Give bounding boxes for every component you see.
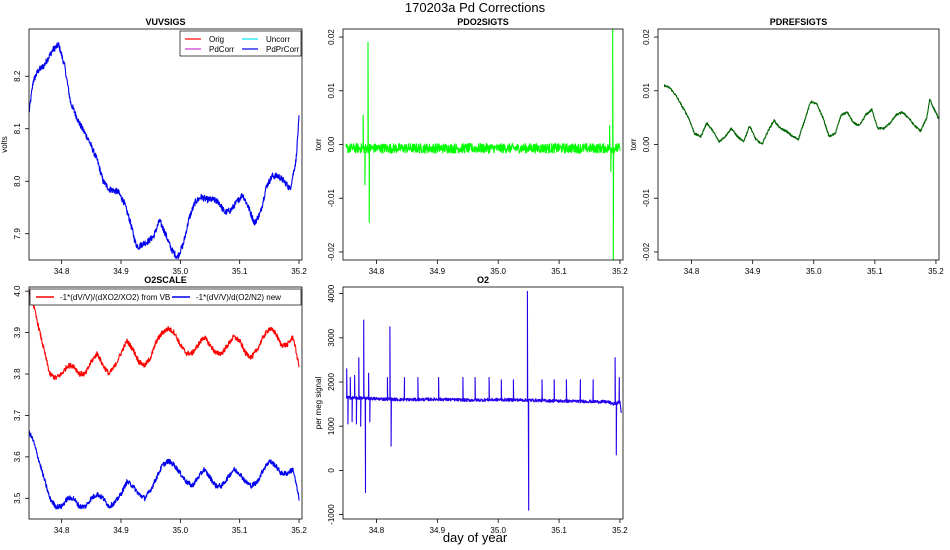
y-tick-label: 0 <box>327 468 336 473</box>
series-line-1 <box>29 42 300 260</box>
legend: -1*(dV/V)/(dXO2/XO2) from VB -1*(dV/V)/d(… <box>29 288 302 306</box>
x-tick-label: 35.0 <box>490 267 506 276</box>
series-line-2 <box>29 429 300 510</box>
x-tick-label: 34.9 <box>113 526 129 535</box>
y-axis-label: per meg signal <box>314 377 323 430</box>
x-tick-label: 35.0 <box>173 267 189 276</box>
x-tick-label: 35.0 <box>806 267 822 276</box>
y-tick-label: 0.01 <box>642 82 651 98</box>
legend-label: Uncorr <box>266 35 290 44</box>
y-tick-label: 0.00 <box>642 136 651 152</box>
legend-label: -1*(dV/V)/d(O2/N2) new <box>196 293 281 302</box>
y-tick-label: 4000 <box>327 284 336 302</box>
x-tick-label: 34.8 <box>54 267 70 276</box>
x-tick-label: 35.1 <box>232 267 248 276</box>
panel-vuvsigs: VUVSIGS volts 34.8 34.9 35.0 35.1 35.2 7.9 8.0 8.… <box>0 17 307 276</box>
x-tick-label: 35.1 <box>551 526 567 535</box>
y-tick-label: 8.0 <box>13 175 22 187</box>
y-tick-label: 3.5 <box>13 492 22 504</box>
y-tick-label: -0.01 <box>642 189 651 208</box>
y-tick-label: 7.9 <box>13 228 22 240</box>
x-tick-label: 35.2 <box>291 267 307 276</box>
x-tick-label: 34.9 <box>430 267 446 276</box>
y-axis-label: torr <box>629 138 638 150</box>
panel-pdo2sigts: PDO2SIGTS torr 34.8 34.9 35.0 35.1 35.2 -0.02 -0… <box>314 17 628 276</box>
y-tick-label: 4.0 <box>13 285 22 297</box>
legend-label: Orig <box>209 35 224 44</box>
y-tick-label: -1000 <box>327 504 336 525</box>
y-tick-label: -0.02 <box>327 242 336 261</box>
y-tick-label: 3.9 <box>13 326 22 338</box>
y-tick-label: 0.01 <box>327 82 336 98</box>
x-tick-label: 35.0 <box>490 526 506 535</box>
chart-title: O2 <box>477 275 489 285</box>
series-group <box>345 290 622 511</box>
legend: Orig Uncorr PdCorr PdPrCorr <box>179 30 302 57</box>
x-tick-label: 35.1 <box>232 526 248 535</box>
x-tick-label: 34.8 <box>369 526 385 535</box>
panel-pdrefsigts: PDREFSIGTS torr 34.8 34.9 35.0 35.1 35.2 -0.02 -… <box>629 17 944 276</box>
series-group <box>29 291 300 510</box>
chart-title: PDREFSIGTS <box>770 17 828 27</box>
chart-title: VUVSIGS <box>145 17 185 27</box>
series-group <box>345 29 621 260</box>
x-tick-label: 34.9 <box>745 267 761 276</box>
x-tick-label: 34.9 <box>113 267 129 276</box>
x-tick-label: 34.8 <box>369 267 385 276</box>
y-tick-label: 3.6 <box>13 451 22 463</box>
legend-label: PdPrCorr <box>266 45 300 54</box>
y-tick-label: 3.8 <box>13 368 22 380</box>
x-tick-label: 35.2 <box>612 526 628 535</box>
chart-title: PDO2SIGTS <box>457 17 509 27</box>
legend-box <box>29 288 302 306</box>
x-tick-label: 34.8 <box>684 267 700 276</box>
plot-frame <box>28 286 303 520</box>
series-line-1 <box>345 290 622 511</box>
y-tick-label: -0.02 <box>642 242 651 261</box>
plot-frame <box>342 286 624 520</box>
legend-box <box>179 30 302 57</box>
legend-label: PdCorr <box>209 45 235 54</box>
page-title: 170203a Pd Corrections <box>404 0 546 15</box>
x-axis-label: day of year <box>442 530 508 545</box>
y-tick-label: 1000 <box>327 417 336 435</box>
x-tick-label: 35.2 <box>612 267 628 276</box>
series-line-1 <box>345 29 621 260</box>
series-group <box>663 84 939 145</box>
plot-frame <box>28 28 303 261</box>
series-line-1 <box>663 84 939 145</box>
y-tick-label: 8.2 <box>13 70 22 82</box>
panel-o2: O2 per meg signal 34.8 34.9 35.0 35.1 35.2 -100… <box>314 275 628 535</box>
chart-title: O2SCALE <box>144 275 187 285</box>
x-tick-label: 35.0 <box>173 526 189 535</box>
series-group <box>29 42 300 260</box>
y-tick-label: 0.02 <box>642 29 651 45</box>
y-axis-label: volts <box>0 136 9 152</box>
x-tick-label: 34.9 <box>430 526 446 535</box>
y-tick-label: 8.1 <box>13 123 22 135</box>
x-tick-label: 35.1 <box>551 267 567 276</box>
legend-label: -1*(dV/V)/(dXO2/XO2) from VB <box>60 293 170 302</box>
y-tick-label: -0.01 <box>327 189 336 208</box>
y-tick-label: 0.00 <box>327 136 336 152</box>
series-line-1 <box>29 291 300 380</box>
plot-frame <box>657 28 940 261</box>
y-tick-label: 3.7 <box>13 409 22 421</box>
y-tick-label: 3000 <box>327 328 336 346</box>
x-tick-label: 35.1 <box>867 267 883 276</box>
y-axis-label: torr <box>314 138 323 150</box>
y-tick-label: 0.02 <box>327 29 336 45</box>
x-tick-label: 35.2 <box>291 526 307 535</box>
y-tick-label: 2000 <box>327 373 336 391</box>
x-tick-label: 35.2 <box>928 267 944 276</box>
panel-o2scale: O2SCALE 34.8 34.9 35.0 35.1 35.2 3.5 3.6 3.7 3.8 3… <box>13 275 307 535</box>
x-tick-label: 34.8 <box>54 526 70 535</box>
